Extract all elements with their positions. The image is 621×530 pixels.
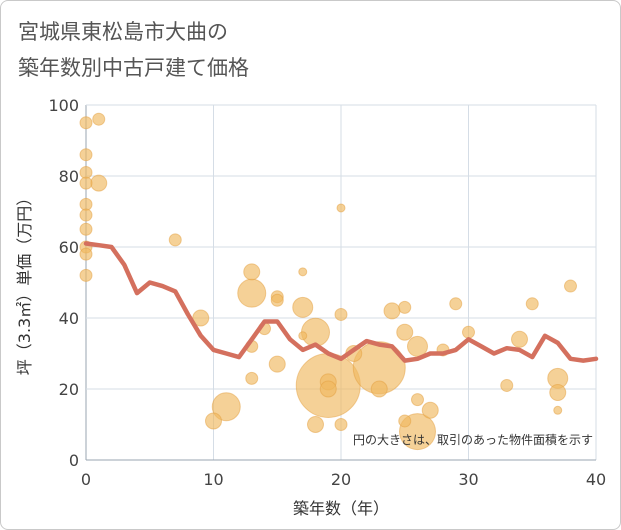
bubble-point[interactable] (307, 416, 324, 433)
x-tick-label: 40 (586, 470, 606, 489)
bubble-point[interactable] (268, 355, 286, 373)
bubble-point[interactable] (411, 393, 424, 407)
y-tick-label: 60 (59, 238, 79, 257)
bubble-point[interactable] (396, 323, 414, 341)
x-tick-label: 30 (458, 470, 478, 489)
bubble-point[interactable] (334, 418, 348, 431)
bubble-point[interactable] (292, 296, 314, 318)
bubble-point[interactable] (564, 279, 577, 293)
bubble-point[interactable] (462, 325, 475, 339)
bubble-point[interactable] (398, 414, 412, 428)
bubble-point[interactable] (336, 203, 346, 213)
bubble-point[interactable] (79, 116, 93, 130)
x-axis-label: 築年数（年） (293, 499, 389, 518)
bubble-point[interactable] (549, 384, 567, 402)
bubble-point[interactable] (553, 405, 563, 415)
bubble-point[interactable] (301, 317, 330, 347)
trend-line (83, 241, 599, 363)
bubble-point[interactable] (92, 112, 106, 126)
y-tick-label: 100 (48, 96, 79, 115)
bubble-point[interactable] (298, 331, 308, 341)
bubble-point[interactable] (79, 208, 93, 222)
bubble-point[interactable] (334, 307, 348, 321)
bubble-point[interactable] (168, 233, 182, 247)
bubble-point[interactable] (79, 176, 93, 190)
x-tick-label: 0 (81, 470, 91, 489)
chart-title-line-2: 築年数別中古戸建て価格 (18, 56, 249, 80)
bubble-point[interactable] (245, 371, 259, 385)
bubble-point[interactable] (205, 412, 222, 430)
bubble-point[interactable] (192, 309, 210, 327)
x-tick-label: 20 (331, 470, 351, 489)
chart-title-line-1: 宮城県東松島市大曲の (18, 20, 228, 44)
x-tick-label: 10 (203, 470, 223, 489)
axis-ticks: 0 10 20 30 40 0 20 40 60 80 100 (48, 96, 606, 489)
chart-title: 宮城県東松島市大曲の 築年数別中古戸建て価格 (18, 14, 249, 86)
y-tick-label: 0 (69, 451, 79, 470)
bubble-point[interactable] (511, 330, 528, 348)
y-tick-label: 20 (59, 380, 79, 399)
bubble-point[interactable] (270, 293, 284, 307)
bubble-point[interactable] (319, 380, 337, 398)
bubble-series (79, 112, 577, 451)
bubble-point[interactable] (243, 263, 261, 281)
bubble-point[interactable] (449, 297, 463, 311)
y-tick-label: 80 (59, 167, 79, 186)
bubble-point[interactable] (79, 247, 93, 261)
bubble-point[interactable] (79, 222, 93, 236)
bubble-point[interactable] (298, 267, 308, 277)
bubble-point[interactable] (383, 302, 401, 320)
bubble-point[interactable] (90, 174, 108, 192)
y-tick-label: 40 (59, 309, 79, 328)
bubble-point[interactable] (237, 278, 267, 308)
y-axis-label: 坪（3.3㎡）単価（万円） (15, 190, 34, 375)
bubble-point[interactable] (421, 401, 439, 419)
bubble-point[interactable] (525, 297, 539, 311)
size-legend-note: 円の大きさは、取引のあった物件面積を示す (353, 432, 593, 447)
bubble-point[interactable] (79, 148, 93, 162)
bubble-point[interactable] (211, 392, 241, 422)
bubble-point[interactable] (79, 268, 93, 282)
bubble-point[interactable] (370, 380, 388, 398)
bubble-point[interactable] (407, 335, 428, 357)
bubble-point[interactable] (500, 378, 514, 392)
bubble-point[interactable] (398, 300, 412, 314)
